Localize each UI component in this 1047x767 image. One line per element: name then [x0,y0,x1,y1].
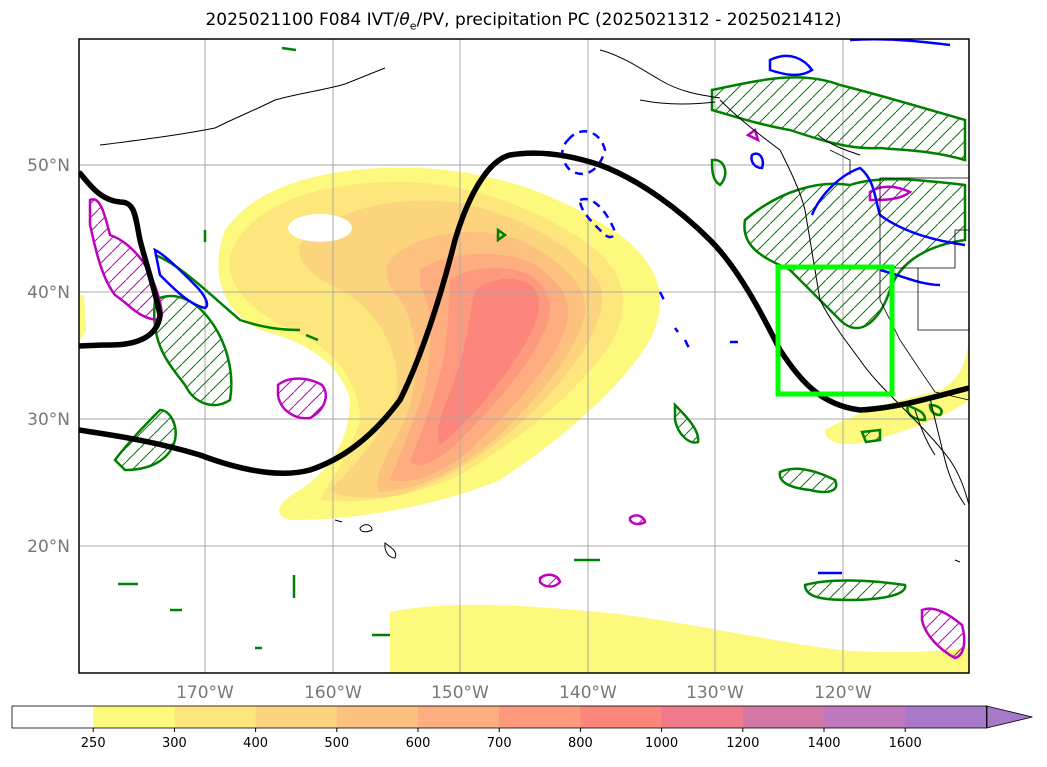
lon-label: 120°W [814,683,872,703]
colorbar-ticks: 250 300 400 500 600 700 800 1000 1200 1400 1600 [81,728,922,751]
colorbar-tick-label: 1600 [889,736,922,751]
colorbar-cell [93,706,175,728]
colorbar-cell [418,706,500,728]
colorbar-tick-label: 1200 [726,736,759,751]
colorbar-tick-label: 700 [487,736,512,751]
colorbar-cell [336,706,419,728]
theta-e-contours [113,76,967,602]
map-title: 2025021100 F084 IVT/θe/PV, precipitation… [205,10,842,33]
colorbar-extend-arrow [986,705,1033,729]
coastlines [99,49,969,563]
lat-label: 20°N [27,537,70,557]
lon-label: 150°W [431,683,489,703]
latitude-labels: 50°N 40°N 30°N 20°N [27,156,70,557]
colorbar-cell [12,706,94,728]
lat-label: 50°N [27,156,70,176]
colorbar-tick-label: 400 [243,736,268,751]
colorbar-tick-label: 1400 [807,736,840,751]
lon-label: 160°W [304,683,362,703]
colorbar-cell [905,706,987,728]
precipitation-box [775,264,895,397]
colorbar-cell [742,706,825,728]
lon-label: 130°W [686,683,744,703]
pv-magenta-contours [88,127,966,660]
colorbar-tick-label: 800 [568,736,593,751]
colorbar-cell [255,706,338,728]
longitude-labels: 170°W 160°W 150°W 140°W 130°W 120°W [176,683,872,703]
colorbar-cell [824,706,906,728]
colorbar-cells [12,706,987,728]
lat-label: 30°N [27,410,70,430]
lat-label: 40°N [27,283,70,303]
pv-blue-contours [153,39,966,575]
lon-label: 170°W [176,683,234,703]
colorbar-tick-label: 300 [162,736,187,751]
map-plot-area [79,39,969,673]
colorbar-tick-label: 500 [324,736,349,751]
colorbar-tick-label: 250 [81,736,106,751]
map-frame [78,38,970,674]
colorbar-cell [499,706,581,728]
ivt-threshold-contour [79,150,969,476]
lon-label: 140°W [559,683,617,703]
colorbar-cell [174,706,257,728]
colorbar: 250 300 400 500 600 700 800 1000 1200 1400 1600 [11,705,1033,751]
colorbar-tick-label: 600 [406,736,431,751]
colorbar-cell [661,706,744,728]
colorbar-tick-label: 1000 [645,736,678,751]
colorbar-cell [580,706,663,728]
